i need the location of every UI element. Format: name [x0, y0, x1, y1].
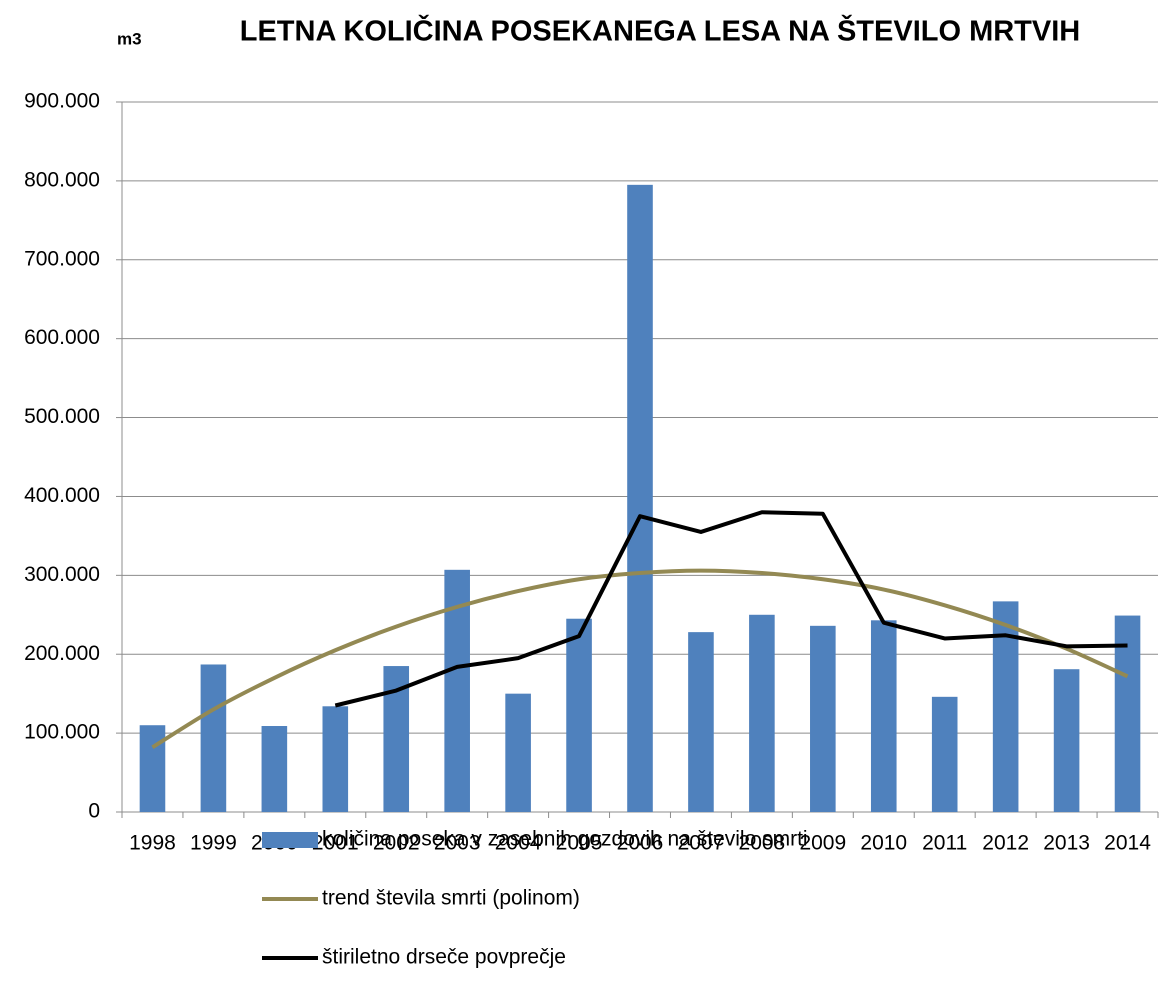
- x-tick-label: 2001: [312, 832, 359, 855]
- bar: [200, 664, 227, 812]
- y-tick-label: 800.000: [24, 168, 100, 191]
- x-tick-label: 2003: [434, 832, 481, 855]
- x-tick-label: 2010: [860, 832, 907, 855]
- x-tick-label: 2009: [799, 832, 846, 855]
- y-tick-label: 0: [88, 800, 100, 823]
- bar: [870, 620, 897, 812]
- x-tick-label: 2012: [982, 832, 1029, 855]
- y-tick-label: 200.000: [24, 642, 100, 665]
- bar: [1114, 615, 1141, 812]
- x-tick-label: 2006: [617, 832, 664, 855]
- bar: [566, 618, 592, 812]
- x-tick-label: 2004: [495, 832, 542, 855]
- x-tick-label: 2008: [739, 832, 786, 855]
- y-tick-label: 900.000: [24, 90, 100, 113]
- bar: [505, 693, 531, 812]
- x-tick-label: 1998: [129, 832, 176, 855]
- y-axis-label: m3: [117, 29, 142, 48]
- bar: [261, 726, 288, 812]
- bar: [992, 601, 1019, 812]
- bar: [322, 706, 349, 812]
- bar: [749, 614, 775, 812]
- x-tick-label: 2014: [1104, 832, 1151, 855]
- bar: [810, 625, 836, 812]
- legend-swatch: [262, 832, 318, 848]
- legend-label: trend števila smrti (polinom): [322, 887, 580, 910]
- bar: [627, 184, 653, 813]
- y-tick-label: 100.000: [24, 721, 100, 744]
- y-tick-label: 500.000: [24, 405, 100, 428]
- x-tick-label: 1999: [190, 832, 237, 855]
- x-tick-label: 2007: [678, 832, 725, 855]
- x-tick-label: 2011: [922, 832, 967, 855]
- y-tick-label: 600.000: [24, 326, 100, 349]
- legend-label: štiriletno drseče povprečje: [322, 946, 566, 969]
- series-line: [334, 510, 1128, 708]
- y-tick-label: 300.000: [24, 563, 100, 586]
- chart-title: LETNA KOLIČINA POSEKANEGA LESA NA ŠTEVIL…: [240, 14, 1081, 48]
- x-tick-label: 2013: [1043, 832, 1090, 855]
- bar: [1053, 669, 1080, 812]
- x-tick-label: 2005: [556, 832, 603, 855]
- y-tick-label: 400.000: [24, 484, 100, 507]
- bar: [931, 696, 958, 812]
- legend-label: količina poseka v zasebnih gozdovih na š…: [322, 828, 808, 851]
- series-line: [151, 568, 1129, 750]
- y-tick-label: 700.000: [24, 247, 100, 270]
- bar: [688, 632, 714, 812]
- x-tick-label: 2002: [373, 832, 420, 855]
- bar: [139, 725, 166, 812]
